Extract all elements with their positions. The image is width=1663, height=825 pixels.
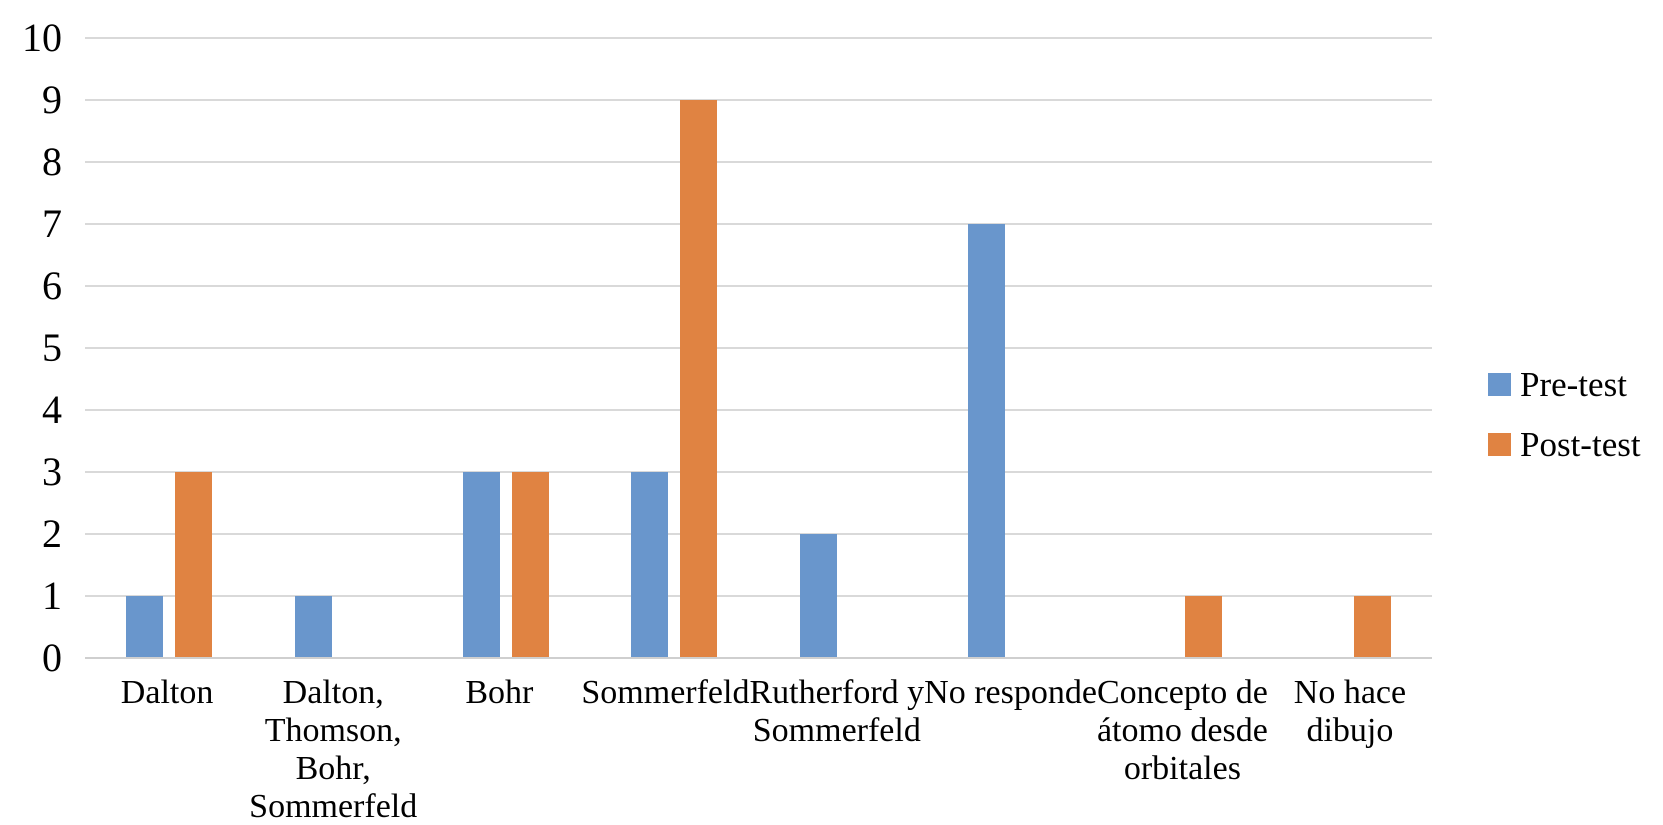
x-label-bohr: Bohr bbox=[465, 674, 534, 711]
bar-group-sommerfeld bbox=[590, 38, 758, 658]
gridline-4 bbox=[85, 409, 1432, 411]
gridline-9 bbox=[85, 99, 1432, 101]
bar-pre-test-rutherford-y-sommerfeld bbox=[799, 534, 837, 658]
gridline-2 bbox=[85, 533, 1432, 535]
bar-groups bbox=[85, 38, 1432, 658]
bar-group-concepto-de-tomo-desde-orbitales bbox=[1095, 38, 1263, 658]
x-label-no-hace-dibujo: No hace dibujo bbox=[1293, 674, 1407, 749]
plot-area bbox=[85, 37, 1432, 659]
legend-label-post-test: Post-test bbox=[1520, 424, 1641, 464]
bar-post-test-sommerfeld bbox=[680, 100, 718, 658]
gridline-8 bbox=[85, 161, 1432, 163]
bar-pre-test-sommerfeld bbox=[631, 472, 669, 658]
y-tick-label-1: 1 bbox=[42, 573, 62, 618]
bar-group-bohr bbox=[422, 38, 590, 658]
post-test-swatch-icon bbox=[1488, 432, 1511, 456]
x-label-cell-dalton-thomson-bohr-sommerfeld: Dalton, Thomson, Bohr, Sommerfeld bbox=[249, 674, 417, 825]
y-tick-label-2: 2 bbox=[42, 511, 62, 556]
bar-pre-test-dalton bbox=[126, 596, 164, 658]
x-label-dalton: Dalton bbox=[120, 674, 214, 711]
y-tick-label-4: 4 bbox=[42, 387, 62, 432]
bar-pre-test-bohr bbox=[462, 472, 500, 658]
bar-pre-test-no-responde bbox=[968, 224, 1006, 658]
x-label-cell-dalton: Dalton bbox=[85, 674, 249, 825]
gridline-6 bbox=[85, 285, 1432, 287]
gridline-5 bbox=[85, 347, 1432, 349]
bar-group-dalton-thomson-bohr-sommerfeld bbox=[253, 38, 421, 658]
bar-group-rutherford-y-sommerfeld bbox=[759, 38, 927, 658]
bar-post-test-dalton bbox=[175, 472, 213, 658]
bar-post-test-concepto-de-tomo-desde-orbitales bbox=[1185, 596, 1223, 658]
x-label-cell-no-responde: No responde bbox=[924, 674, 1097, 825]
legend: Pre-test Post-test bbox=[1488, 362, 1641, 466]
bar-group-no-responde bbox=[927, 38, 1095, 658]
y-tick-label-9: 9 bbox=[42, 77, 62, 122]
x-label-cell-concepto-de-tomo-desde-orbitales: Concepto de átomo desde orbitales bbox=[1097, 674, 1268, 825]
bar-group-dalton bbox=[85, 38, 253, 658]
gridline-10 bbox=[85, 37, 1432, 39]
y-tick-label-10: 10 bbox=[22, 15, 62, 60]
x-label-rutherford-y-sommerfeld: Rutherford y Sommerfeld bbox=[749, 674, 925, 749]
y-tick-label-3: 3 bbox=[42, 449, 62, 494]
x-label-dalton-thomson-bohr-sommerfeld: Dalton, Thomson, Bohr, Sommerfeld bbox=[249, 674, 418, 825]
y-tick-label-0: 0 bbox=[42, 635, 62, 680]
bar-post-test-bohr bbox=[511, 472, 549, 658]
legend-item-pre-test: Pre-test bbox=[1488, 362, 1641, 406]
y-tick-label-6: 6 bbox=[42, 263, 62, 308]
x-label-no-responde: No responde bbox=[924, 674, 1097, 711]
x-label-cell-bohr: Bohr bbox=[417, 674, 581, 825]
gridline-7 bbox=[85, 223, 1432, 225]
legend-label-pre-test: Pre-test bbox=[1520, 364, 1627, 404]
x-axis-labels: Dalton Dalton, Thomson, Bohr, Sommerfeld B… bbox=[85, 674, 1432, 825]
bar-group-no-hace-dibujo bbox=[1264, 38, 1432, 658]
gridline-3 bbox=[85, 471, 1432, 473]
bar-post-test-no-hace-dibujo bbox=[1353, 596, 1391, 658]
x-axis-line bbox=[85, 657, 1432, 659]
gridline-1 bbox=[85, 595, 1432, 597]
bar-pre-test-dalton-thomson-bohr-sommerfeld bbox=[294, 596, 332, 658]
legend-item-post-test: Post-test bbox=[1488, 422, 1641, 466]
y-tick-label-8: 8 bbox=[42, 139, 62, 184]
x-label-sommerfeld: Sommerfeld bbox=[581, 674, 750, 711]
y-tick-label-5: 5 bbox=[42, 325, 62, 370]
x-label-cell-no-hace-dibujo: No hace dibujo bbox=[1268, 674, 1432, 825]
x-label-concepto-de-tomo-desde-orbitales: Concepto de átomo desde orbitales bbox=[1096, 674, 1268, 787]
y-tick-label-7: 7 bbox=[42, 201, 62, 246]
x-label-cell-sommerfeld: Sommerfeld bbox=[581, 674, 749, 825]
pre-test-swatch-icon bbox=[1488, 372, 1511, 396]
x-label-cell-rutherford-y-sommerfeld: Rutherford y Sommerfeld bbox=[749, 674, 924, 825]
